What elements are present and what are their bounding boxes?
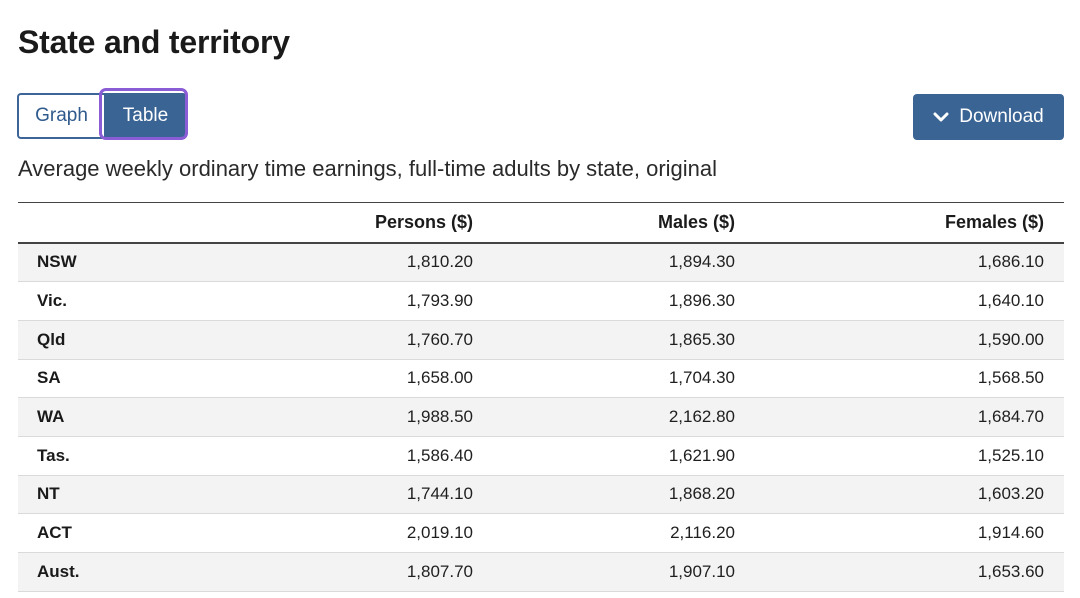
state-cell: NSW bbox=[18, 242, 218, 283]
earnings-table: Persons ($) Males ($) Females ($) NSW 1,8… bbox=[18, 202, 1064, 592]
table-row: Aust. 1,807.70 1,907.10 1,653.60 bbox=[18, 552, 1064, 592]
males-cell: 1,868.20 bbox=[493, 475, 755, 515]
graph-tab-button[interactable]: Graph bbox=[17, 93, 104, 139]
state-cell: NT bbox=[18, 475, 218, 515]
state-cell: Vic. bbox=[18, 281, 218, 321]
persons-cell: 1,988.50 bbox=[218, 397, 493, 437]
table-tab-button[interactable]: Table bbox=[104, 93, 187, 139]
state-cell: Tas. bbox=[18, 436, 218, 476]
males-cell: 1,704.30 bbox=[493, 359, 755, 399]
header-persons: Persons ($) bbox=[218, 202, 493, 244]
males-cell: 2,116.20 bbox=[493, 513, 755, 553]
state-cell: ACT bbox=[18, 513, 218, 553]
females-cell: 1,603.20 bbox=[755, 475, 1064, 515]
state-cell: WA bbox=[18, 397, 218, 437]
persons-cell: 1,744.10 bbox=[218, 475, 493, 515]
state-cell: Qld bbox=[18, 320, 218, 360]
persons-cell: 1,586.40 bbox=[218, 436, 493, 476]
state-cell: Aust. bbox=[18, 552, 218, 592]
persons-cell: 1,658.00 bbox=[218, 359, 493, 399]
header-state bbox=[18, 202, 218, 244]
chevron-down-icon bbox=[933, 109, 949, 125]
persons-cell: 1,760.70 bbox=[218, 320, 493, 360]
table-row: Tas. 1,586.40 1,621.90 1,525.10 bbox=[18, 436, 1064, 476]
state-cell: SA bbox=[18, 359, 218, 399]
table-row: Vic. 1,793.90 1,896.30 1,640.10 bbox=[18, 281, 1064, 321]
table-header-row: Persons ($) Males ($) Females ($) bbox=[18, 202, 1064, 244]
females-cell: 1,590.00 bbox=[755, 320, 1064, 360]
persons-cell: 1,807.70 bbox=[218, 552, 493, 592]
table-row: Qld 1,760.70 1,865.30 1,590.00 bbox=[18, 320, 1064, 360]
females-cell: 1,640.10 bbox=[755, 281, 1064, 321]
table-row: NT 1,744.10 1,868.20 1,603.20 bbox=[18, 475, 1064, 515]
table-row: WA 1,988.50 2,162.80 1,684.70 bbox=[18, 397, 1064, 437]
table-caption: Average weekly ordinary time earnings, f… bbox=[18, 156, 718, 181]
view-toggle: Graph Table bbox=[17, 88, 191, 140]
males-cell: 1,907.10 bbox=[493, 552, 755, 592]
females-cell: 1,653.60 bbox=[755, 552, 1064, 592]
table-tab-wrapper: Table bbox=[99, 88, 191, 140]
females-cell: 1,684.70 bbox=[755, 397, 1064, 437]
persons-cell: 1,810.20 bbox=[218, 242, 493, 283]
persons-cell: 2,019.10 bbox=[218, 513, 493, 553]
table-row: SA 1,658.00 1,704.30 1,568.50 bbox=[18, 359, 1064, 399]
table-row: ACT 2,019.10 2,116.20 1,914.60 bbox=[18, 513, 1064, 553]
header-males: Males ($) bbox=[493, 202, 755, 244]
download-button[interactable]: Download bbox=[913, 94, 1064, 140]
download-label: Download bbox=[959, 106, 1044, 127]
females-cell: 1,568.50 bbox=[755, 359, 1064, 399]
table-row: NSW 1,810.20 1,894.30 1,686.10 bbox=[18, 242, 1064, 283]
males-cell: 1,621.90 bbox=[493, 436, 755, 476]
females-cell: 1,914.60 bbox=[755, 513, 1064, 553]
males-cell: 1,865.30 bbox=[493, 320, 755, 360]
page-title: State and territory bbox=[18, 24, 290, 60]
males-cell: 1,894.30 bbox=[493, 242, 755, 283]
persons-cell: 1,793.90 bbox=[218, 281, 493, 321]
females-cell: 1,686.10 bbox=[755, 242, 1064, 283]
males-cell: 2,162.80 bbox=[493, 397, 755, 437]
males-cell: 1,896.30 bbox=[493, 281, 755, 321]
females-cell: 1,525.10 bbox=[755, 436, 1064, 476]
header-females: Females ($) bbox=[755, 202, 1064, 244]
